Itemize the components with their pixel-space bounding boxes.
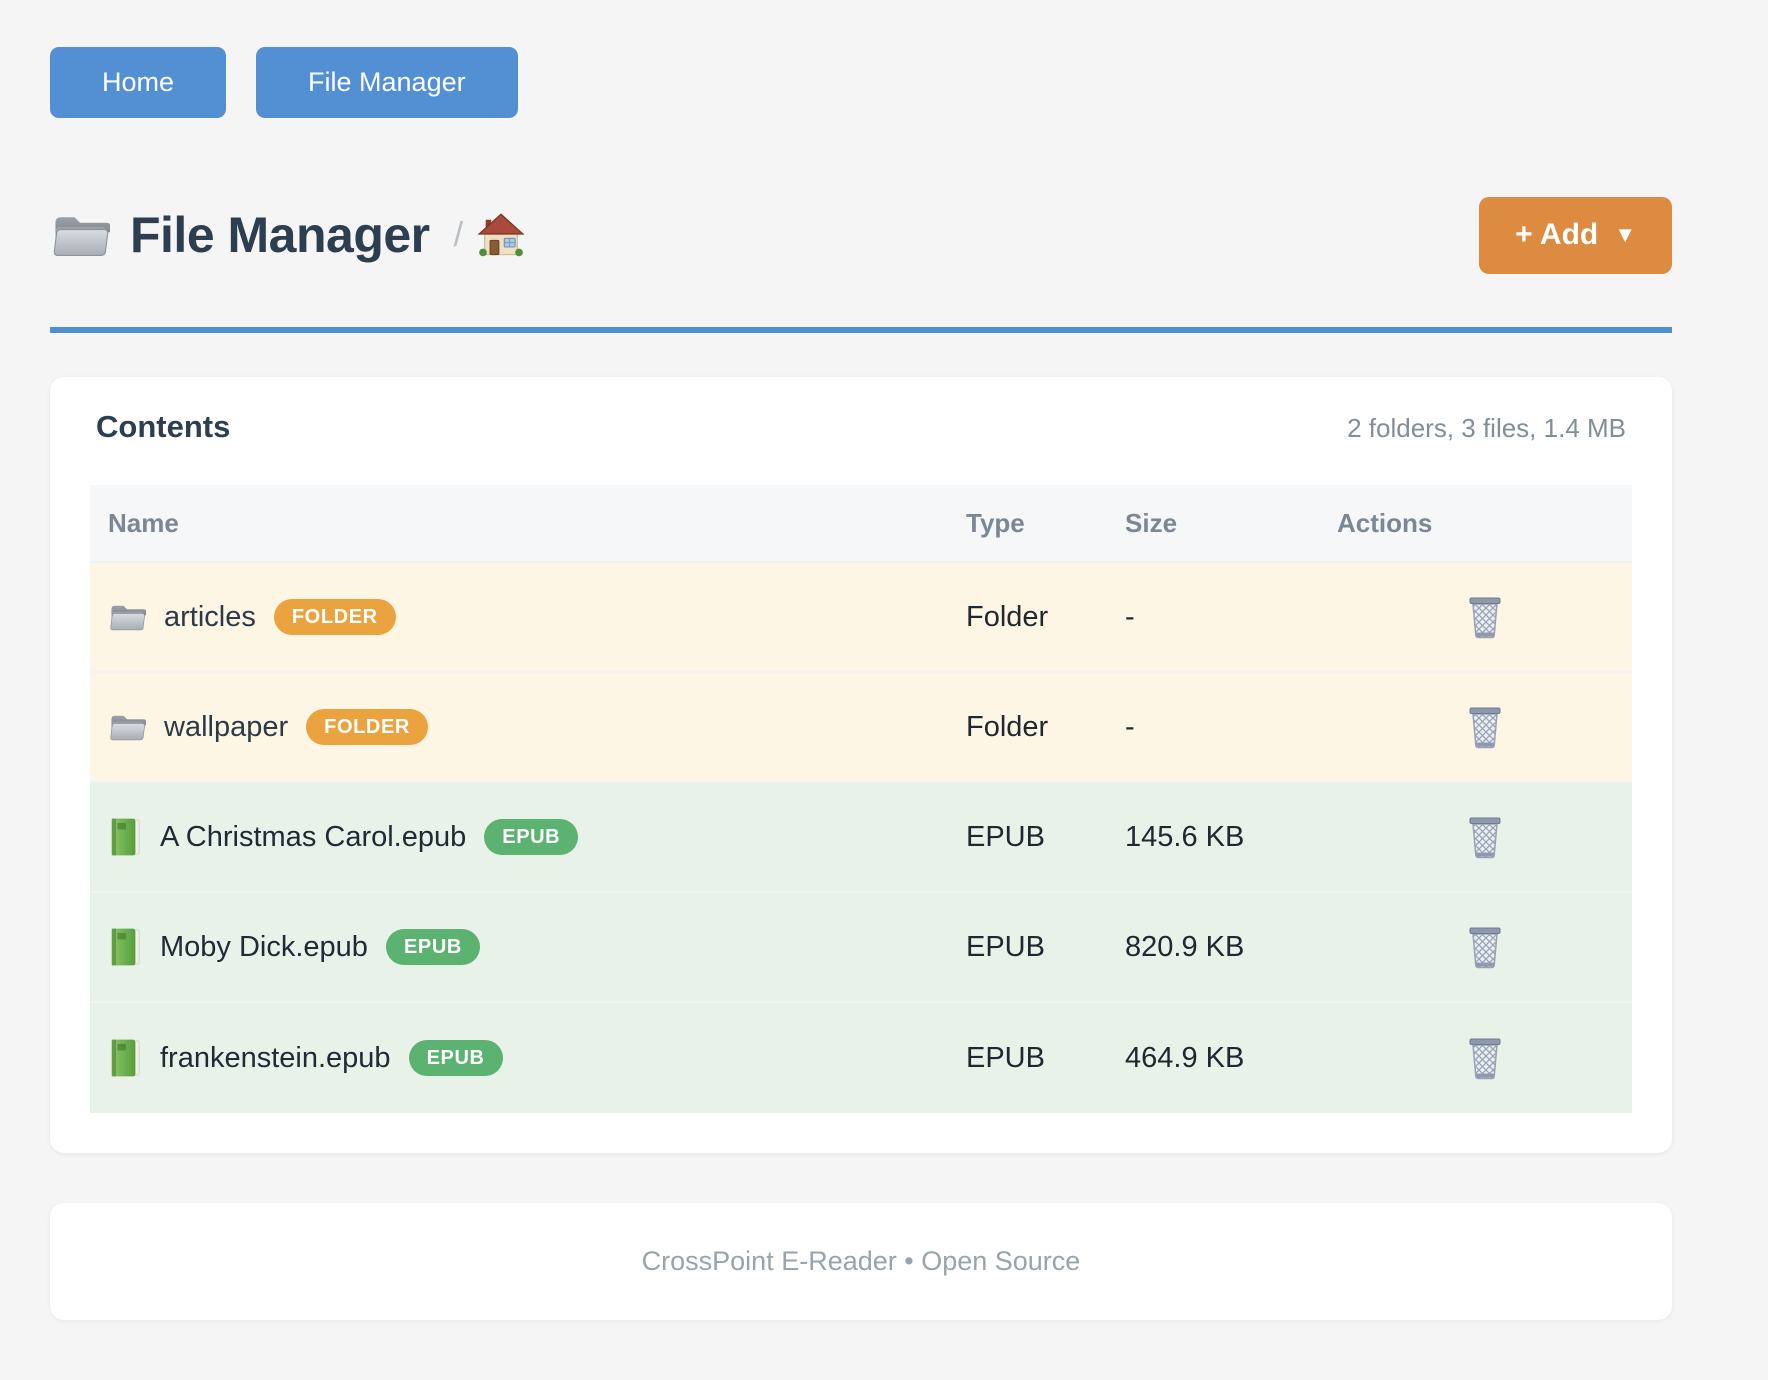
column-header-name: Name — [108, 507, 179, 538]
type-badge: EPUB — [385, 929, 480, 965]
green-book-icon — [111, 928, 140, 966]
add-button[interactable]: + Add ▼ — [1479, 196, 1672, 274]
size-cell: 820.9 KB — [1125, 930, 1245, 963]
table-row[interactable]: frankenstein.epub EPUB EPUB 464.9 KB — [90, 1003, 1632, 1113]
contents-summary: 2 folders, 3 files, 1.4 MB — [1347, 413, 1626, 443]
actions-cell — [1337, 1031, 1632, 1085]
actions-cell — [1337, 700, 1632, 754]
contents-card: Contents 2 folders, 3 files, 1.4 MB Name… — [50, 377, 1672, 1153]
folder-icon — [110, 715, 146, 741]
column-header-type: Type — [966, 507, 1025, 538]
type-cell: EPUB — [966, 820, 1045, 853]
green-book-icon — [111, 1039, 140, 1077]
trash-icon — [1469, 927, 1500, 969]
folder-icon — [53, 217, 110, 256]
type-badge: FOLDER — [273, 599, 396, 635]
nav-home-button[interactable]: Home — [50, 47, 227, 118]
add-button-label: + Add — [1515, 218, 1599, 251]
size-cell: - — [1125, 600, 1135, 633]
delete-button[interactable] — [1461, 920, 1509, 974]
table-row[interactable]: wallpaper FOLDER Folder - — [90, 673, 1632, 783]
size-cell: - — [1125, 710, 1135, 743]
type-badge: EPUB — [484, 819, 579, 855]
file-name: wallpaper — [164, 710, 289, 743]
page-header: File Manager / + Add ▼ — [50, 190, 1672, 280]
contents-card-header: Contents 2 folders, 3 files, 1.4 MB — [90, 409, 1632, 445]
trash-icon — [1469, 1038, 1500, 1080]
file-table: Name Type Size Actions — [90, 485, 1632, 1113]
column-header-actions: Actions — [1337, 507, 1433, 538]
trash-icon — [1469, 707, 1500, 749]
file-name-cell[interactable]: A Christmas Carol.epub EPUB — [90, 817, 966, 857]
folder-icon — [110, 605, 146, 631]
actions-cell — [1337, 590, 1632, 644]
file-name-cell[interactable]: articles FOLDER — [90, 599, 966, 635]
footer-card: CrossPoint E-Reader • Open Source — [50, 1203, 1672, 1320]
breadcrumb-separator: / — [453, 215, 464, 254]
house-icon[interactable] — [477, 213, 525, 257]
size-cell: 145.6 KB — [1125, 820, 1245, 853]
actions-cell — [1337, 920, 1632, 974]
type-cell: Folder — [966, 600, 1049, 633]
type-cell: Folder — [966, 710, 1049, 743]
top-nav: Home File Manager — [50, 0, 1672, 118]
delete-button[interactable] — [1461, 810, 1509, 864]
page-title: File Manager — [130, 207, 430, 263]
column-header-size: Size — [1125, 507, 1178, 538]
contents-heading: Contents — [96, 409, 231, 444]
type-badge: FOLDER — [306, 709, 428, 745]
table-header-row: Name Type Size Actions — [90, 485, 1632, 563]
table-row[interactable]: Moby Dick.epub EPUB EPUB 820.9 KB — [90, 893, 1632, 1003]
file-name: Moby Dick.epub — [160, 930, 368, 963]
size-cell: 464.9 KB — [1125, 1041, 1245, 1074]
type-cell: EPUB — [966, 930, 1045, 963]
green-book-icon — [111, 818, 140, 856]
file-name-cell[interactable]: frankenstein.epub EPUB — [90, 1038, 966, 1078]
type-cell: EPUB — [966, 1041, 1045, 1074]
file-name-cell[interactable]: wallpaper FOLDER — [90, 709, 966, 745]
file-name: frankenstein.epub — [160, 1041, 391, 1074]
trash-icon — [1469, 597, 1500, 639]
nav-file-manager-button[interactable]: File Manager — [256, 47, 518, 118]
chevron-down-icon: ▼ — [1614, 222, 1636, 247]
trash-icon — [1469, 817, 1500, 859]
file-name: A Christmas Carol.epub — [160, 820, 467, 853]
file-name-cell[interactable]: Moby Dick.epub EPUB — [90, 927, 966, 967]
breadcrumb: / — [454, 213, 525, 257]
title-underline — [50, 327, 1672, 333]
file-name: articles — [164, 600, 256, 633]
delete-button[interactable] — [1461, 700, 1509, 754]
delete-button[interactable] — [1461, 1031, 1509, 1085]
footer-text: CrossPoint E-Reader • Open Source — [641, 1246, 1081, 1276]
delete-button[interactable] — [1461, 590, 1509, 644]
actions-cell — [1337, 810, 1632, 864]
table-row[interactable]: A Christmas Carol.epub EPUB EPUB 145.6 K… — [90, 783, 1632, 893]
type-badge: EPUB — [408, 1040, 503, 1076]
table-row[interactable]: articles FOLDER Folder - — [90, 563, 1632, 673]
